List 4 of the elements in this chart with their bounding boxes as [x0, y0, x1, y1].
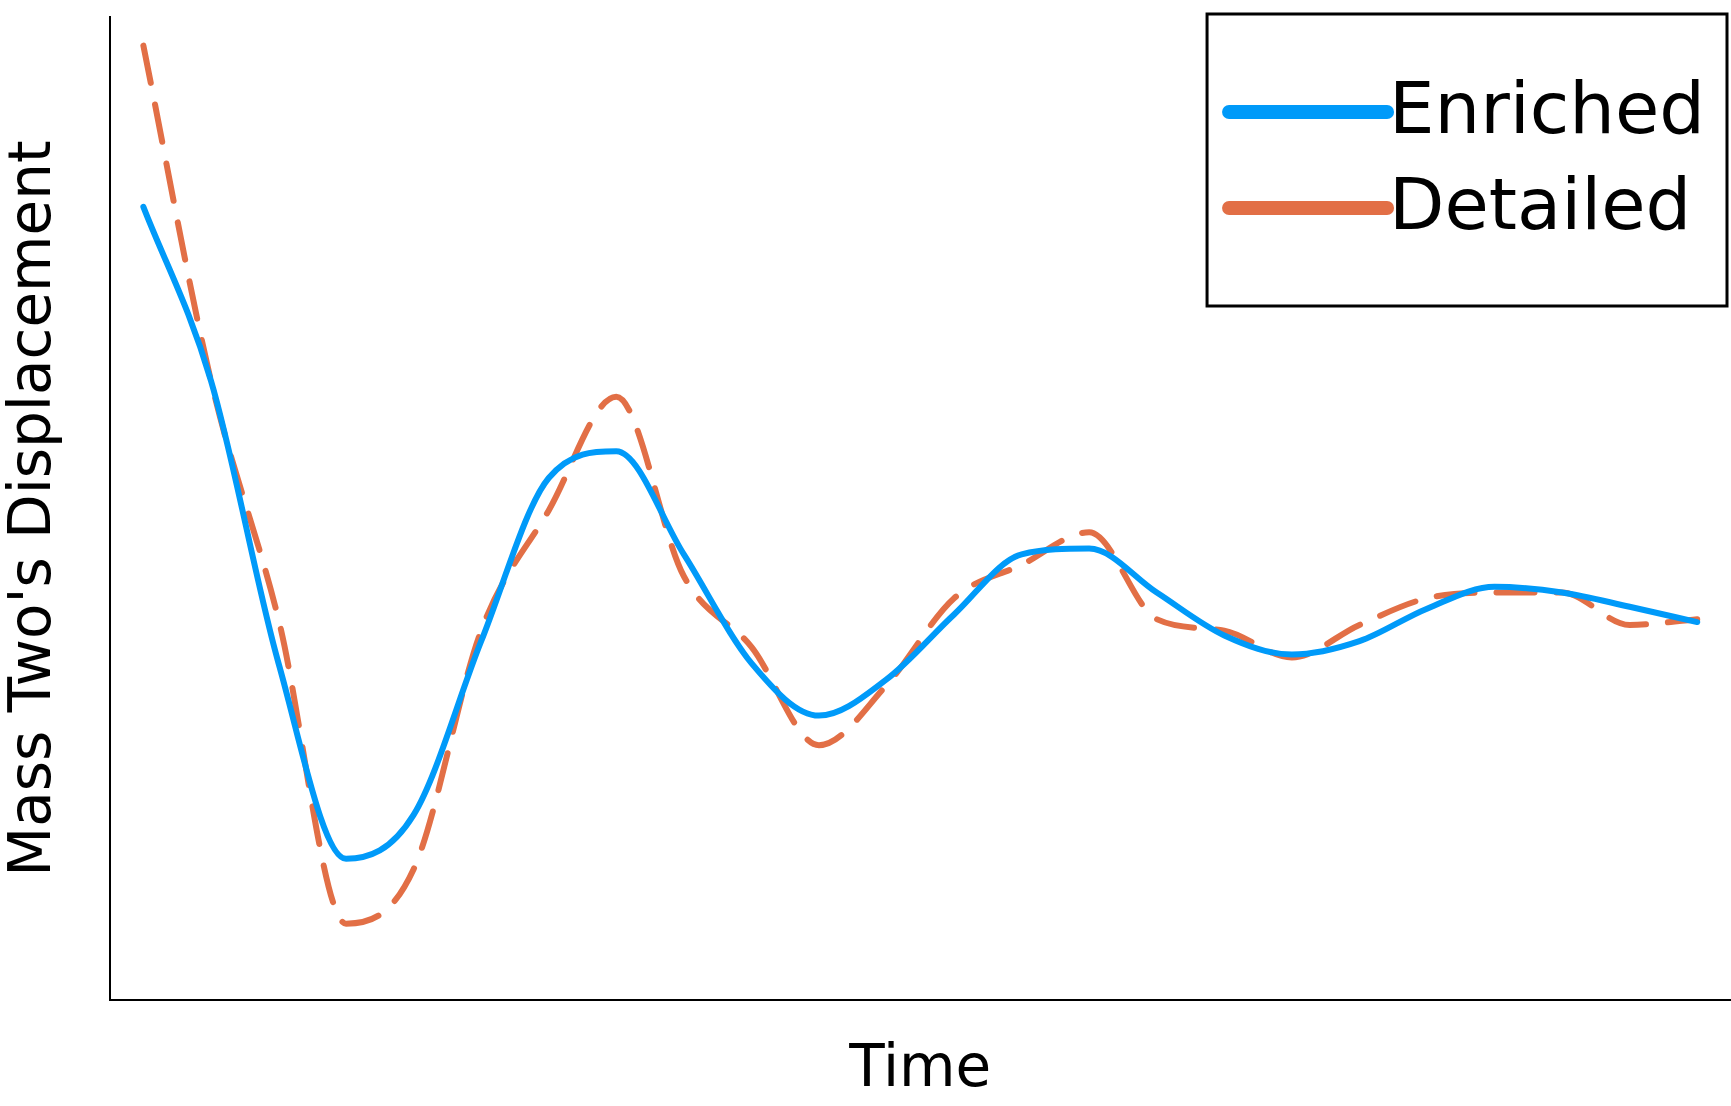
x-axis-title: Time	[848, 1032, 992, 1101]
legend-label: Detailed	[1389, 161, 1692, 246]
legend-label: Enriched	[1389, 65, 1705, 150]
y-axis-title: Mass Two's Displacement	[0, 140, 64, 877]
